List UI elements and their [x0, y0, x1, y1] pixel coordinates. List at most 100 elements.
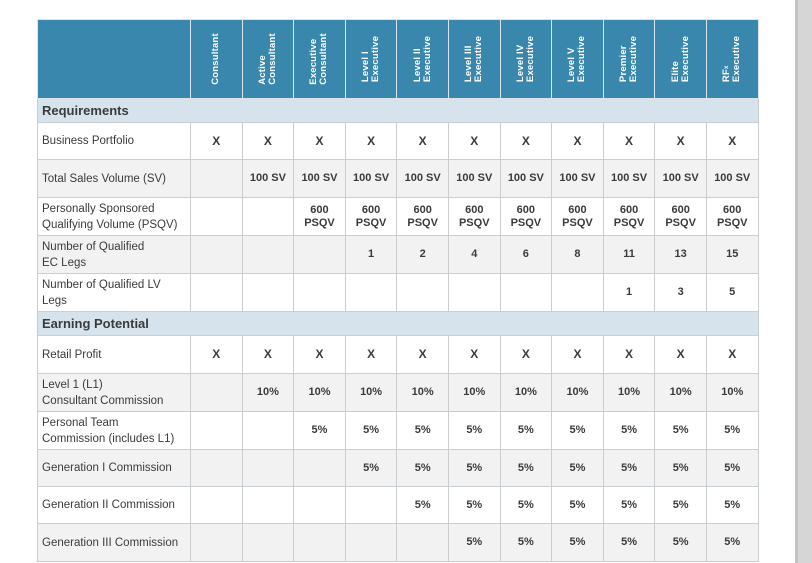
value-cell-line: 600 [310, 203, 329, 216]
value-cell: X [241, 335, 295, 374]
value-cell: 5% [602, 523, 656, 562]
row-label-line: Generation III Commission [42, 536, 179, 549]
value-cell: 5% [293, 411, 346, 450]
value-cell-line: 600 [516, 203, 536, 216]
row-generation-1-commission: Generation I Commission 5% 5% 5% 5% 5% 5% 5% 5% [37, 449, 759, 487]
section-title-earning-potential: Earning Potential [37, 311, 759, 336]
value-cell [344, 273, 398, 312]
value-cell [241, 523, 295, 562]
value-cell: 100 SV [551, 159, 604, 198]
value-cell [241, 197, 295, 236]
page-edge-shadow [795, 0, 798, 563]
value-cell [293, 273, 346, 312]
row-qualified-ec-legs: Number of Qualified EC Legs 1 2 4 6 8 11 13 15 [37, 235, 759, 274]
value-cell: 1 [602, 273, 656, 312]
value-cell: 600 PSQV [551, 197, 604, 236]
rank-header-line: Consultant [210, 33, 222, 85]
rank-header-3: Level I Executive [344, 19, 398, 99]
row-label: Generation III Commission [37, 523, 191, 562]
value-cell: X [344, 122, 398, 160]
value-cell: 100 SV [396, 159, 449, 198]
rank-header-line: Executive [421, 35, 433, 83]
rank-header-label: Level III Executive [463, 35, 485, 83]
value-cell: 5% [551, 486, 604, 524]
section-row-requirements: Requirements [37, 98, 759, 123]
header-corner-cell [37, 19, 191, 99]
value-cell-line: PSQV [458, 216, 490, 229]
row-label-line: Generation I Commission [42, 462, 172, 474]
value-cell [190, 197, 243, 236]
row-label-line: Total Sales Volume (SV) [42, 172, 167, 185]
rank-header-line: Executive [370, 35, 382, 83]
value-cell: 4 [447, 235, 501, 274]
value-cell [396, 523, 449, 562]
rank-header-2: Executive Consultant [293, 19, 346, 99]
rank-header-label: Premier Executive [618, 36, 639, 82]
rank-header-line: Executive [679, 35, 691, 83]
value-cell [293, 523, 346, 562]
value-cell: 10% [447, 373, 501, 412]
value-cell-line: 600 [568, 203, 587, 216]
value-cell: 5% [396, 449, 449, 487]
rank-header-label: Level I Executive [360, 35, 382, 83]
value-cell-line: 600 [413, 203, 432, 216]
value-cell: 6 [499, 235, 553, 274]
value-cell: 600 PSQV [705, 197, 759, 236]
value-cell: 5% [551, 523, 604, 562]
value-cell [190, 273, 243, 312]
value-cell [447, 273, 501, 312]
rank-header-line: Executive [473, 35, 485, 83]
row-personal-team-commission: Personal Team Commission (includes L1) 5% 5… [37, 411, 759, 450]
value-cell [190, 486, 243, 524]
rank-header-label: Level V Executive [566, 36, 587, 82]
value-cell: 5% [551, 449, 604, 487]
value-cell: 10% [499, 373, 553, 412]
value-cell: 100 SV [447, 159, 501, 198]
compensation-plan-table: Consultant Active Consultant Executive Consu… [37, 19, 759, 562]
row-generation-3-commission: Generation III Commission 5% 5% 5% 5% 5% 5% [37, 523, 759, 562]
value-cell: 5% [551, 411, 604, 450]
value-cell: X [241, 122, 295, 160]
value-cell: 5% [447, 523, 501, 562]
value-cell [190, 373, 243, 412]
row-label: Personal Team Commission (includes L1) [37, 411, 191, 450]
row-label-line: Personal Team [42, 416, 119, 429]
value-cell: 5% [602, 449, 656, 487]
value-cell: X [705, 335, 759, 374]
section-row-earning-potential: Earning Potential [37, 311, 759, 336]
rank-header-5: Level III Executive [447, 19, 501, 99]
value-cell-line: PSQV [665, 216, 696, 229]
value-cell: 600 PSQV [293, 197, 346, 236]
value-cell: X [190, 335, 243, 374]
value-cell: X [293, 335, 346, 374]
row-label-line: Number of Qualified [42, 240, 145, 253]
value-cell: X [190, 122, 243, 160]
value-cell-line: PSQV [613, 216, 645, 229]
value-cell: 100 SV [705, 159, 759, 198]
value-cell: 5% [447, 449, 501, 487]
value-cell: 600 PSQV [654, 197, 707, 236]
value-cell: 5% [705, 449, 759, 487]
rank-header-1: Active Consultant [241, 19, 295, 99]
value-cell: X [654, 122, 707, 160]
rank-header-label: Elite Executive [670, 35, 691, 83]
value-cell: X [396, 335, 449, 374]
section-title-requirements: Requirements [37, 98, 759, 123]
rank-header-line: Executive [524, 35, 536, 83]
value-cell: 10% [396, 373, 449, 412]
value-cell: 5% [499, 411, 553, 450]
row-label: Personally Sponsored Qualifying Volume (P… [37, 197, 191, 236]
row-label-line: Qualifying Volume (PSQV) [42, 218, 178, 231]
value-cell: 1 [344, 235, 398, 274]
value-cell [190, 235, 243, 274]
value-cell: 3 [654, 273, 707, 312]
value-cell: 5% [654, 449, 707, 487]
value-cell: 5% [654, 411, 707, 450]
value-cell: 600 PSQV [447, 197, 501, 236]
rank-header-label: Level II Executive [412, 35, 433, 83]
value-cell: 100 SV [654, 159, 707, 198]
value-cell [190, 159, 243, 198]
value-cell: 11 [602, 235, 656, 274]
value-cell: 10% [241, 373, 295, 412]
value-cell: 10% [344, 373, 398, 412]
